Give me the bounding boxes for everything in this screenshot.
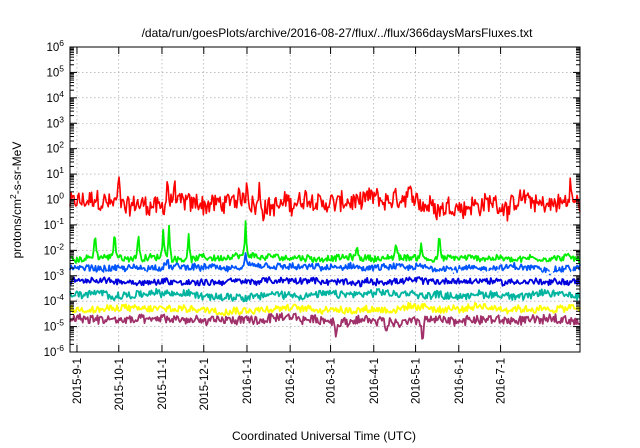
x-axis-tick-labels: 2015-9-1 2015-10-1 2015-11-1 2015-12-1 2016-… xyxy=(72,358,508,410)
y-tick-label: 102 xyxy=(46,140,64,156)
x-tick-label: 2015-9-1 xyxy=(72,358,84,404)
y-tick-label: 104 xyxy=(46,89,64,105)
y-tick-label: 10-5 xyxy=(44,318,65,334)
x-axis-label: Coordinated Universal Time (UTC) xyxy=(232,429,416,443)
series-line xyxy=(69,220,581,264)
x-tick-label: 2015-12-1 xyxy=(199,358,211,410)
y-tick-label: 106 xyxy=(46,38,64,54)
y-tick-label: 100 xyxy=(46,191,64,207)
series-line xyxy=(69,301,581,317)
y-tick-label: 10-2 xyxy=(44,241,65,257)
series-line xyxy=(69,267,581,279)
y-tick-label: 105 xyxy=(46,63,64,79)
x-tick-label: 2016-7-1 xyxy=(496,358,508,404)
axis-ticks xyxy=(70,46,580,353)
series-line xyxy=(69,287,581,303)
y-axis-label: protons/cm2-s-sr-MeV xyxy=(8,142,24,259)
series-layer xyxy=(69,176,581,340)
x-tick-label: 2015-11-1 xyxy=(157,358,169,410)
y-tick-label: 10-6 xyxy=(44,343,65,359)
x-tick-label: 2016-3-1 xyxy=(326,358,338,404)
y-tick-label: 10-4 xyxy=(44,292,65,308)
grid xyxy=(70,47,580,352)
series-line xyxy=(69,252,581,276)
series-line xyxy=(69,176,581,222)
y-tick-label: 10-3 xyxy=(44,267,65,283)
x-tick-label: 2016-4-1 xyxy=(369,358,381,404)
y-tick-label: 10-1 xyxy=(44,216,65,232)
x-tick-label: 2015-10-1 xyxy=(114,358,126,410)
y-axis-tick-labels: 10-6 10-5 10-4 10-3 10-2 10-1 100 101 102 103 104 1… xyxy=(44,38,65,359)
x-tick-label: 2016-6-1 xyxy=(454,358,466,404)
series-line xyxy=(69,312,581,340)
series-line xyxy=(69,276,581,288)
x-tick-label: 2016-5-1 xyxy=(411,358,423,404)
x-tick-label: 2016-1-1 xyxy=(242,358,254,404)
chart-title: /data/run/goesPlots/archive/2016-08-27/f… xyxy=(142,26,534,40)
y-tick-label: 103 xyxy=(46,114,64,130)
x-tick-label: 2016-2-1 xyxy=(285,358,297,404)
y-tick-label: 101 xyxy=(46,165,64,181)
